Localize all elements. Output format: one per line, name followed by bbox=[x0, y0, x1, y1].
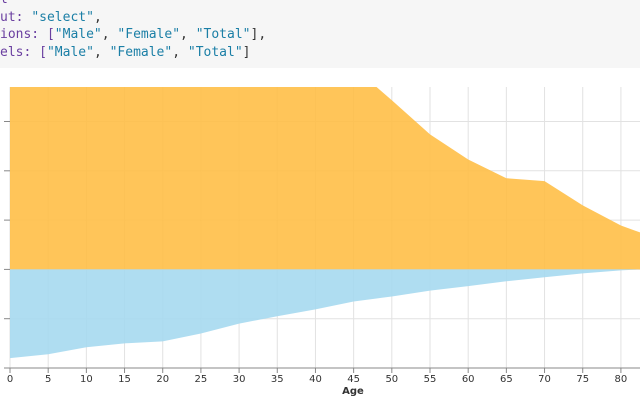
x-tick-label: 20 bbox=[156, 374, 169, 385]
code-line: l bbox=[0, 0, 8, 7]
code-token: "Female" bbox=[117, 27, 181, 42]
code-token: l bbox=[0, 0, 8, 7]
x-tick-label: 40 bbox=[309, 374, 322, 385]
code-token: , bbox=[101, 27, 118, 42]
code-token: "Male" bbox=[46, 44, 94, 60]
x-tick-label: 45 bbox=[347, 374, 360, 385]
x-tick-label: 0 bbox=[7, 374, 13, 385]
x-tick-label: 50 bbox=[385, 374, 398, 385]
code-token: ions: [ bbox=[0, 27, 55, 42]
x-tick-label: 5 bbox=[45, 374, 51, 385]
area bbox=[10, 87, 640, 270]
x-tick-label: 75 bbox=[576, 374, 589, 385]
code-line: ut: "select", bbox=[0, 10, 102, 25]
code-cell: lut: "select",ions: ["Male", "Female", "… bbox=[0, 0, 640, 68]
code-line: ions: ["Male", "Female", "Total"], bbox=[0, 27, 266, 42]
code-token: , bbox=[172, 44, 188, 60]
x-tick-label: 10 bbox=[80, 374, 93, 385]
code-token: , bbox=[93, 44, 110, 60]
code-token: , bbox=[93, 9, 102, 25]
x-axis-label: Age bbox=[342, 386, 364, 397]
x-tick-label: 70 bbox=[538, 374, 551, 385]
area bbox=[10, 269, 640, 359]
code-token: ut: bbox=[0, 9, 32, 25]
code-token: "Total" bbox=[195, 27, 251, 42]
code-token: ] bbox=[242, 44, 251, 60]
x-tick-label: 60 bbox=[462, 374, 475, 385]
code-token: "Female" bbox=[109, 44, 173, 60]
x-tick-label: 80 bbox=[615, 374, 628, 385]
x-tick-label: 55 bbox=[424, 374, 437, 385]
x-tick-label: 25 bbox=[195, 374, 208, 385]
x-tick-label: 35 bbox=[271, 374, 284, 385]
code-token: ], bbox=[250, 27, 267, 42]
code-token: els: [ bbox=[0, 44, 47, 60]
code-token: "Male" bbox=[54, 27, 102, 42]
code-token: "Total" bbox=[187, 44, 243, 60]
x-tick-label: 30 bbox=[233, 374, 246, 385]
code-line: els: ["Male", "Female", "Total"] bbox=[0, 45, 251, 60]
x-tick-label: 65 bbox=[500, 374, 513, 385]
x-tick-label: 15 bbox=[118, 374, 131, 385]
code-token: , bbox=[180, 27, 196, 42]
code-token: "select" bbox=[31, 9, 94, 25]
